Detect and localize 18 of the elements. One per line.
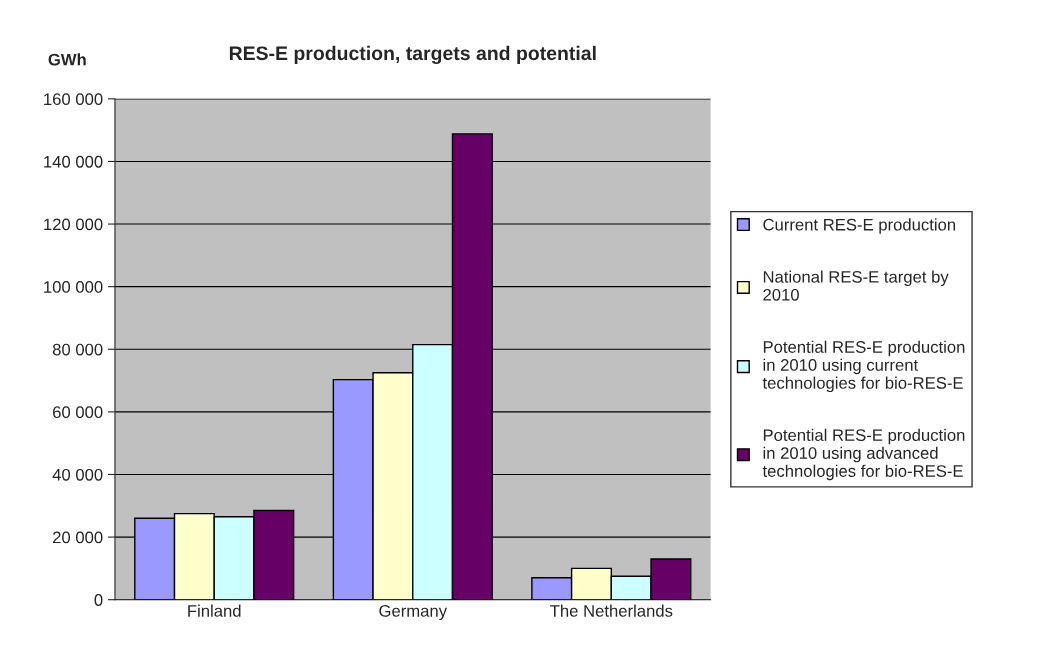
chart-title: RES-E production, targets and potential <box>229 45 596 65</box>
y-tick-label: 0 <box>94 594 103 606</box>
legend-label: Current RES-E production <box>763 218 956 234</box>
y-tick-label: 120 000 <box>44 218 103 231</box>
y-tick-label: 100 000 <box>44 281 103 293</box>
x-tick-label: Finland <box>188 604 241 617</box>
legend-label: Potential RES-E production in 2010 using current technologies for bio-RES-E <box>762 340 965 393</box>
y-tick-label: 80 000 <box>52 343 103 356</box>
x-tick-label: The Netherlands <box>550 604 673 617</box>
y-tick-label: 60 000 <box>53 406 103 419</box>
y-tick-label: 140 000 <box>44 155 103 168</box>
legend-label: Potential RES-E production in 2010 using advanced technologies for bio-RES-E <box>762 428 965 481</box>
y-tick-label: 20 000 <box>53 531 103 544</box>
y-tick-label: 160 000 <box>44 93 103 106</box>
legend-label: National RES-E target by 2010 <box>763 270 949 301</box>
y-tick-label: 40 000 <box>52 468 103 481</box>
y-axis-title: GWh <box>48 53 86 66</box>
x-tick-label: Germany <box>379 604 448 621</box>
